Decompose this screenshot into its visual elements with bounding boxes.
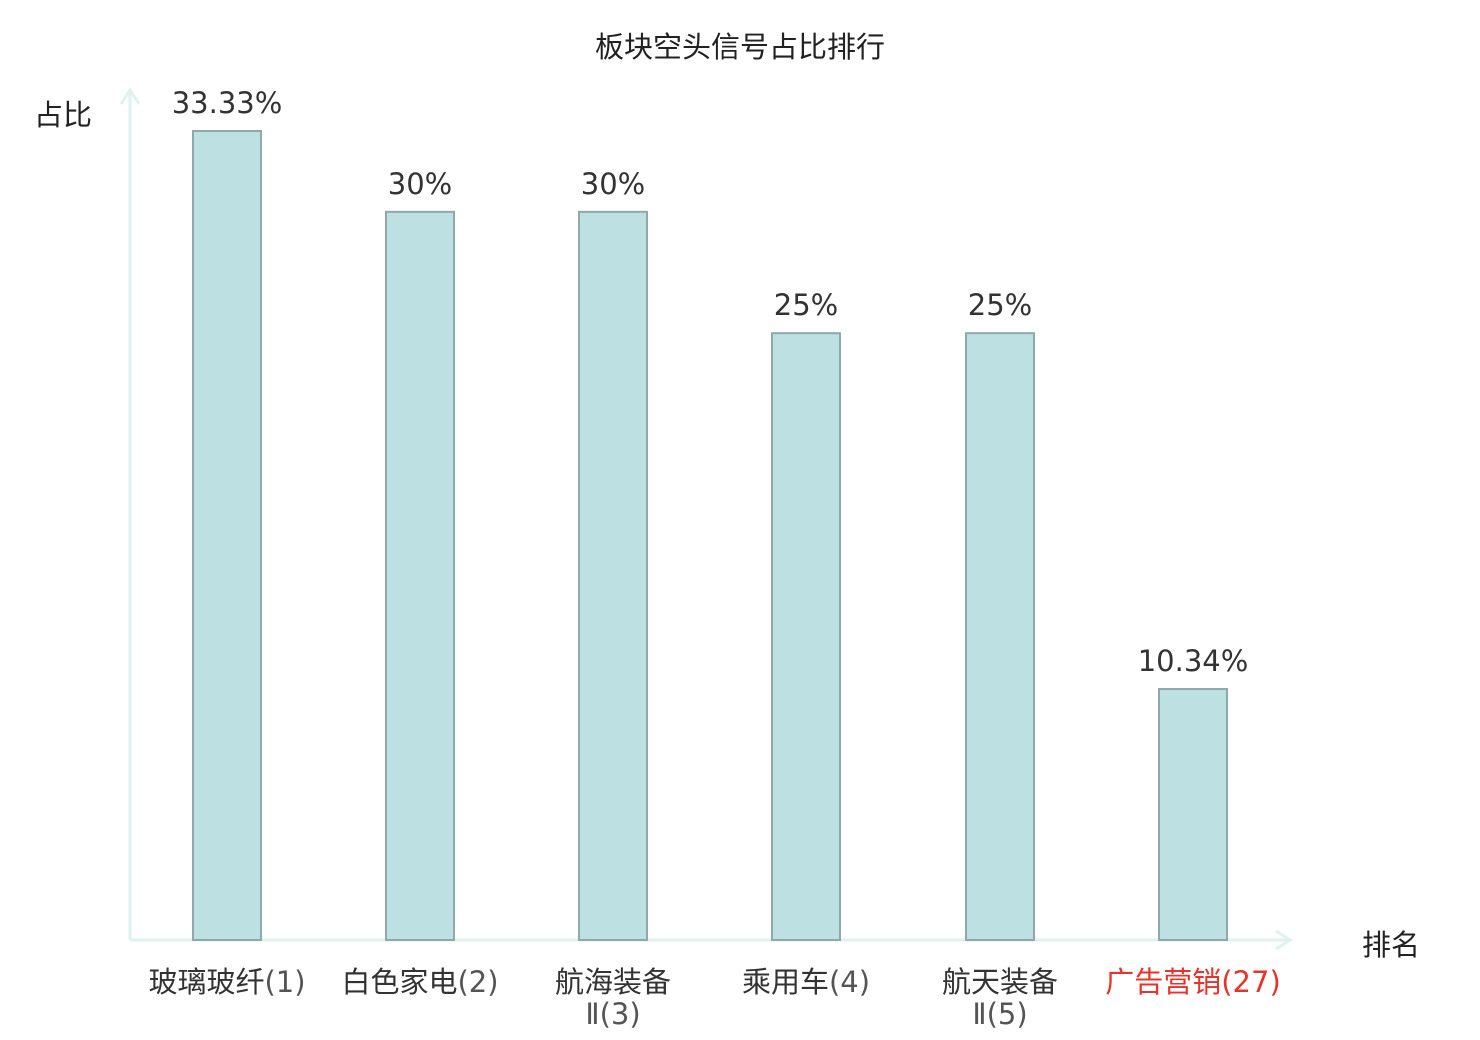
bar <box>965 332 1035 941</box>
category-rank: Ⅱ(5) <box>972 997 1028 1031</box>
category-label: 玻璃玻纤(1) <box>132 966 322 998</box>
data-label: 30% <box>388 167 452 201</box>
category-rank: (1) <box>264 965 306 999</box>
category-name: 航海装备 <box>554 965 671 999</box>
category-name: 航天装备 <box>941 965 1058 999</box>
bar <box>385 210 455 941</box>
bar <box>1158 688 1228 942</box>
category-rank: Ⅱ(3) <box>585 997 641 1031</box>
data-label: 25% <box>968 288 1032 322</box>
category-name: 白色家电 <box>341 965 458 999</box>
category-name: 广告营销 <box>1105 965 1222 999</box>
category-rank: (27) <box>1221 965 1281 999</box>
bars <box>192 130 1228 942</box>
bar <box>192 130 262 941</box>
data-label: 10.34% <box>1138 644 1249 678</box>
category-label: 航天装备 Ⅱ(5) <box>905 966 1095 1030</box>
category-rank: (2) <box>457 965 499 999</box>
data-label: 30% <box>581 167 645 201</box>
category-label: 航海装备 Ⅱ(3) <box>518 966 708 1030</box>
category-label: 乘用车(4) <box>711 966 901 998</box>
axes <box>119 87 1293 951</box>
y-axis-label: 占比 <box>34 98 93 132</box>
bar <box>578 210 648 941</box>
chart-title: 板块空头信号占比排行 <box>594 30 885 64</box>
category-rank: (4) <box>828 965 871 999</box>
data-label: 25% <box>774 288 838 322</box>
x-axis-arrow <box>1275 929 1293 951</box>
y-axis-arrow <box>119 87 141 105</box>
bar <box>771 332 841 941</box>
category-label: 白色家电(2) <box>325 966 515 998</box>
x-axis-label: 排名 <box>1362 928 1421 962</box>
data-label: 33.33% <box>172 86 283 120</box>
data-labels: 33.33% 30% 30% 25% 25% 10.34% <box>172 86 1249 678</box>
category-name: 乘用车 <box>741 965 829 999</box>
category-name: 玻璃玻纤 <box>148 965 265 999</box>
category-label: 广告营销(27) <box>1098 966 1288 998</box>
